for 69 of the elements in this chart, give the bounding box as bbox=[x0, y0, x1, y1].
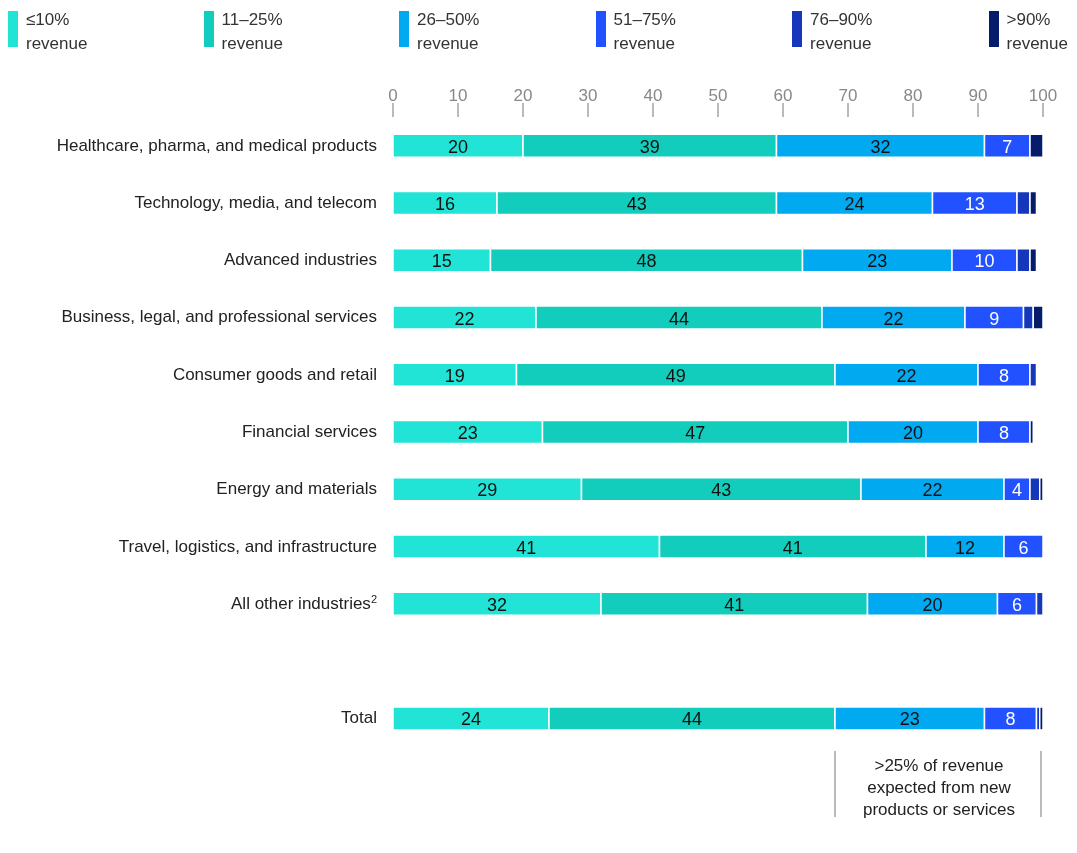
x-tick-label: 40 bbox=[643, 86, 663, 105]
data-label: 22 bbox=[883, 308, 904, 329]
data-label: 20 bbox=[902, 423, 924, 444]
x-tick-label: 80 bbox=[903, 86, 923, 105]
data-label: 43 bbox=[711, 480, 732, 501]
data-label: 39 bbox=[639, 136, 660, 157]
data-label: 6 bbox=[1011, 594, 1023, 615]
data-label: 15 bbox=[431, 251, 452, 272]
y-tick-label: Energy and materials bbox=[216, 479, 377, 499]
legend-label: 26–50% revenue bbox=[417, 9, 480, 55]
y-tick-label: Technology, media, and telecom bbox=[134, 192, 377, 212]
data-label: 22 bbox=[922, 480, 943, 501]
legend-label: 76–90% revenue bbox=[810, 9, 873, 55]
data-label: 24 bbox=[460, 709, 482, 730]
x-tick-label: 0 bbox=[388, 86, 398, 105]
data-label: 22 bbox=[454, 308, 475, 329]
y-tick-label: Business, legal, and professional services bbox=[61, 307, 377, 327]
data-label: 22 bbox=[896, 365, 917, 386]
data-label: 48 bbox=[636, 251, 657, 272]
data-label: 44 bbox=[668, 308, 690, 329]
y-tick-label: Advanced industries bbox=[223, 250, 377, 270]
data-label: 10 bbox=[974, 251, 995, 272]
y-tick-label: Total bbox=[341, 708, 377, 728]
data-label: 12 bbox=[954, 537, 976, 558]
data-label: 47 bbox=[685, 423, 706, 444]
data-label: 49 bbox=[665, 365, 686, 386]
data-label: 8 bbox=[1005, 709, 1016, 730]
data-label: 20 bbox=[922, 594, 943, 615]
x-tick-label: 90 bbox=[968, 86, 988, 105]
legend-label: ≤10% revenue bbox=[26, 9, 88, 55]
x-tick-label: 50 bbox=[708, 86, 728, 105]
data-label: 43 bbox=[626, 193, 647, 214]
y-tick-label: Travel, logistics, and infrastructure bbox=[118, 536, 377, 556]
data-label: 41 bbox=[516, 537, 537, 558]
data-label: 44 bbox=[681, 709, 703, 730]
data-label: 41 bbox=[724, 594, 745, 615]
data-label: 9 bbox=[989, 308, 1000, 329]
data-label: 23 bbox=[899, 709, 920, 730]
x-tick-label: 10 bbox=[448, 86, 468, 105]
data-label: 32 bbox=[870, 136, 891, 157]
data-label: 32 bbox=[486, 594, 508, 615]
data-label: 29 bbox=[477, 480, 498, 501]
y-tick-label: Financial services bbox=[241, 422, 377, 441]
data-label: 8 bbox=[998, 423, 1010, 444]
legend-label: 11–25% revenue bbox=[221, 9, 283, 55]
x-tick-label: 20 bbox=[513, 86, 533, 105]
data-label: 6 bbox=[1018, 537, 1029, 558]
data-label: 24 bbox=[844, 193, 865, 214]
y-tick-label: Consumer goods and retail bbox=[172, 364, 377, 384]
data-label: 23 bbox=[457, 423, 478, 444]
x-tick-label: 30 bbox=[578, 86, 598, 105]
data-label: 20 bbox=[447, 136, 469, 157]
data-label: 41 bbox=[782, 537, 803, 558]
x-tick-label: 70 bbox=[838, 86, 858, 105]
bar bbox=[1039, 706, 1043, 731]
x-tick-label: 100 bbox=[1028, 86, 1058, 105]
text: >25% of revenue expected from new products or services bbox=[862, 756, 1016, 819]
data-label: 8 bbox=[998, 365, 1010, 386]
data-label: 7 bbox=[1002, 136, 1013, 157]
data-label: 16 bbox=[434, 193, 456, 214]
y-tick-label: Healthcare, pharma, and medical products bbox=[56, 135, 377, 155]
data-label: 4 bbox=[1011, 480, 1023, 501]
legend-label: >90% revenue bbox=[1006, 9, 1068, 55]
data-label: 19 bbox=[444, 365, 465, 386]
y-tick-label: All other industries$^{2}$ bbox=[231, 592, 377, 613]
x-tick-label: 60 bbox=[773, 86, 793, 105]
legend-label: 51–75% revenue bbox=[613, 9, 676, 55]
data-label: 13 bbox=[964, 193, 985, 214]
data-label: 23 bbox=[867, 251, 888, 272]
